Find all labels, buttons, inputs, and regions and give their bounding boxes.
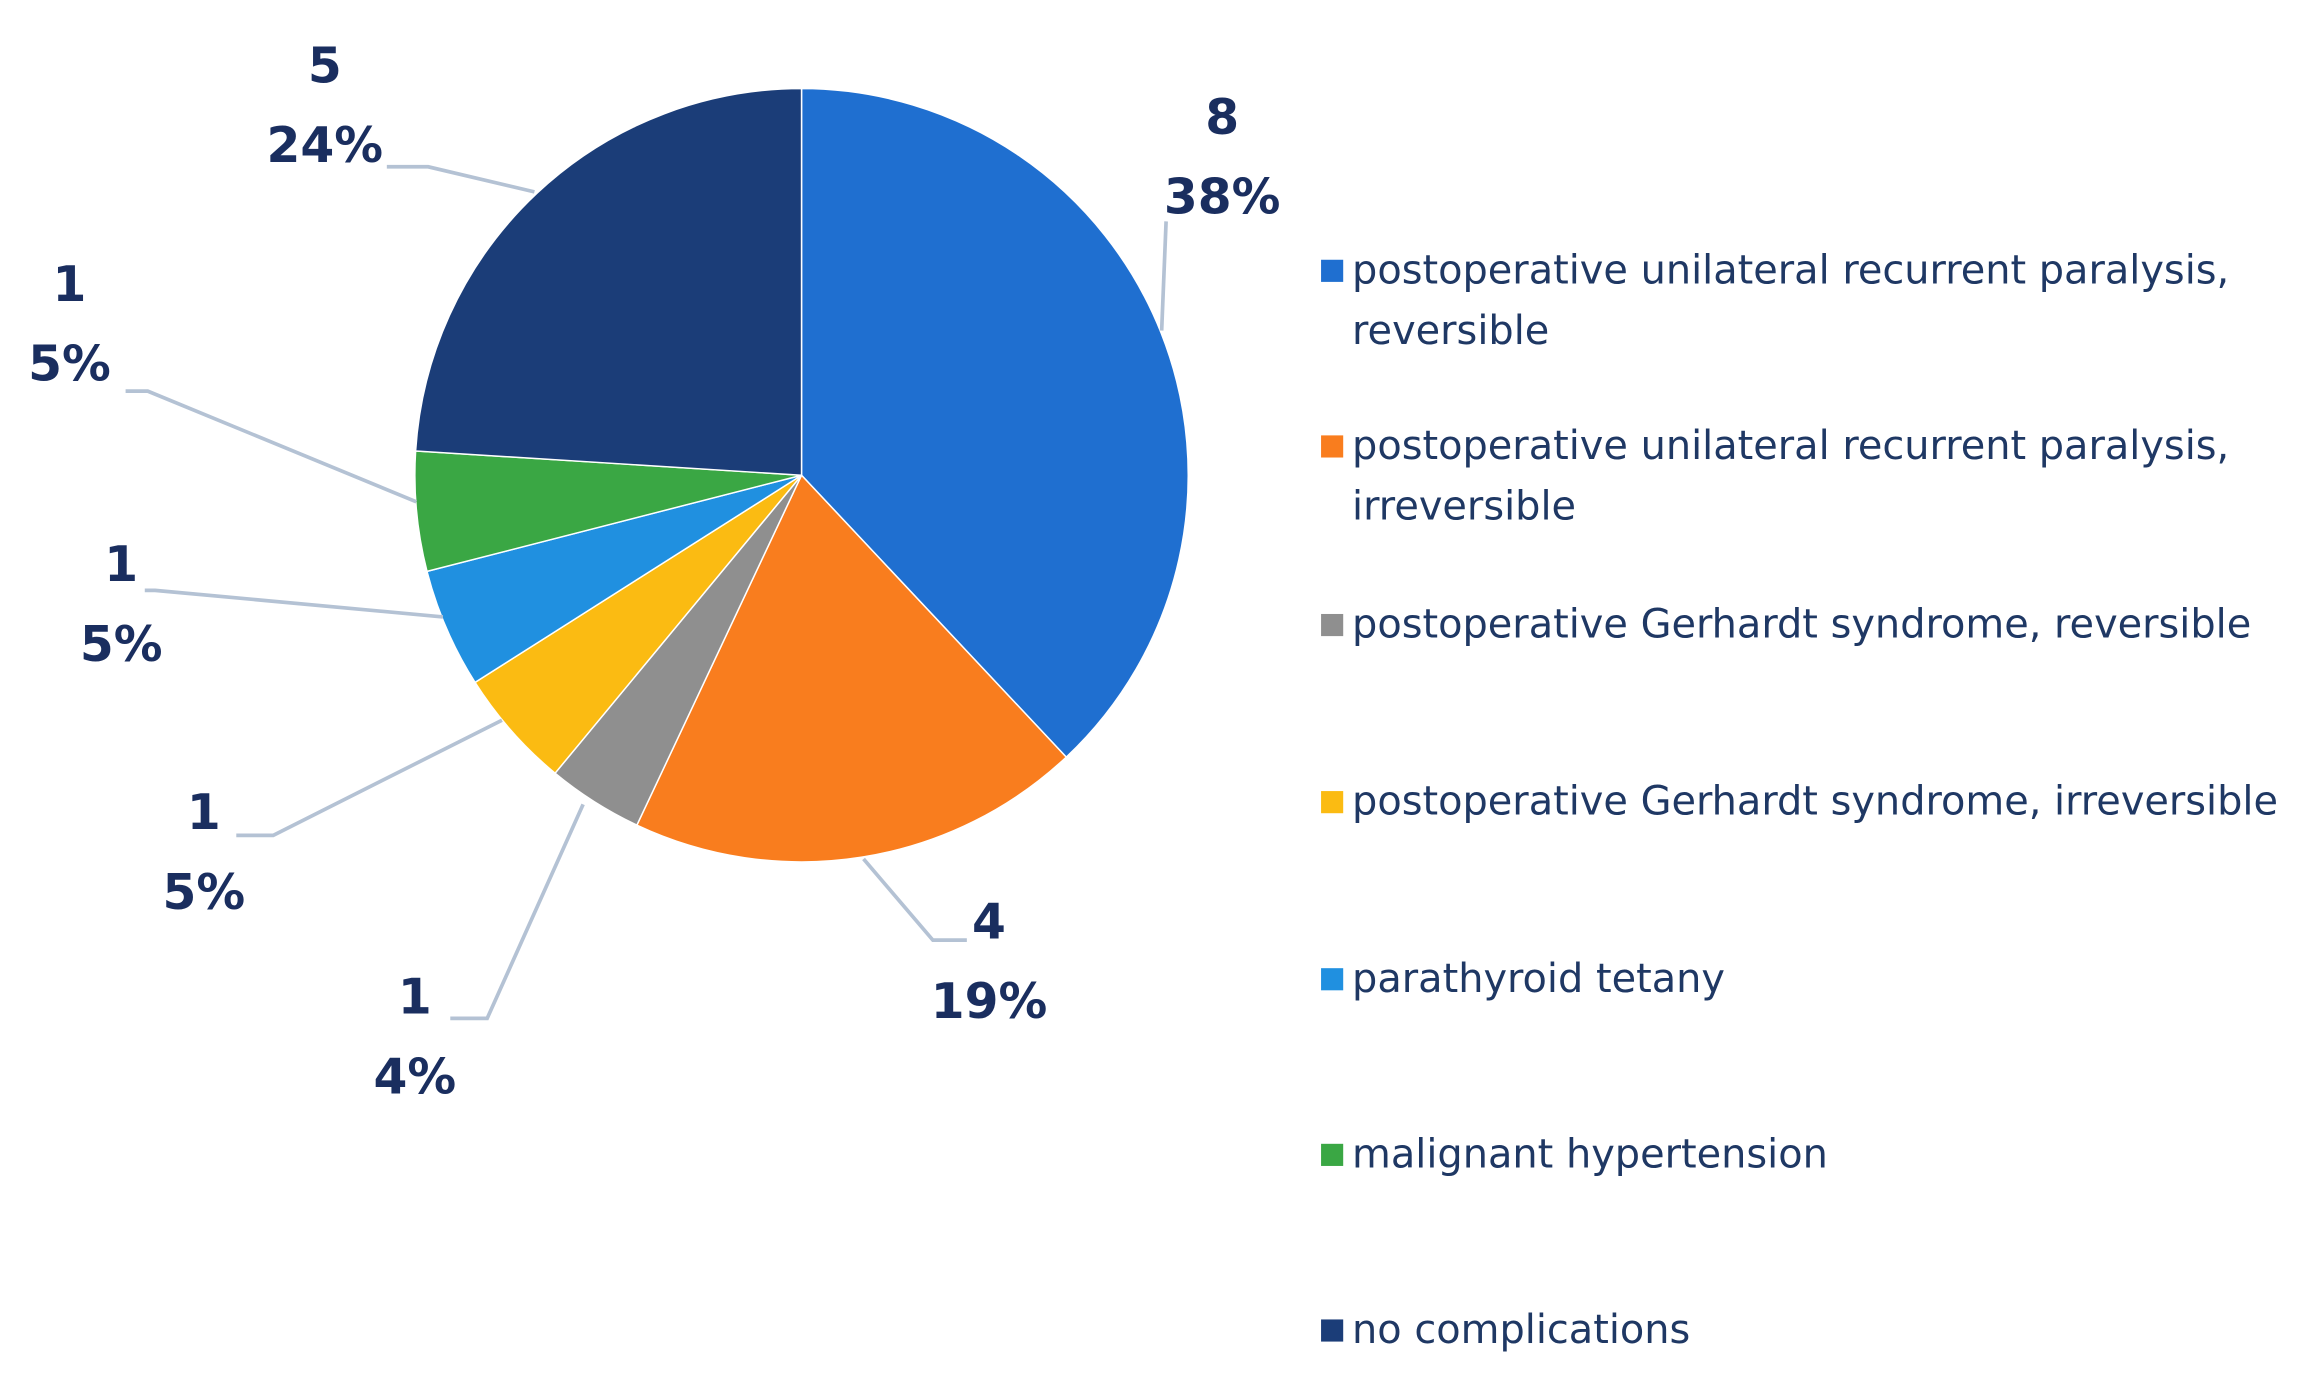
legend-item: postoperative Gerhardt syndrome, reversi… <box>1352 602 2252 648</box>
legend-swatch <box>1321 1143 1344 1166</box>
count-label: 4 <box>972 894 1006 950</box>
legend-swatch <box>1321 435 1344 458</box>
legend-label: postoperative Gerhardt syndrome, reversi… <box>1352 602 2252 648</box>
count-label: 1 <box>53 257 87 313</box>
count-label: 5 <box>308 38 342 94</box>
legend-label: postoperative unilateral recurrent paral… <box>1352 247 2230 355</box>
legend-swatch <box>1321 791 1344 814</box>
percent-label: 38% <box>1164 170 1281 226</box>
legend-label: postoperative Gerhardt syndrome, irrever… <box>1352 779 2279 826</box>
pie-slice <box>635 473 1068 863</box>
legend-swatch <box>1321 259 1344 282</box>
legend-swatch <box>1321 968 1344 991</box>
pie-slice <box>800 87 1189 759</box>
leader-line <box>125 389 418 504</box>
leader-line <box>236 718 503 838</box>
legend-item: postoperative unilateral recurrent paral… <box>1352 423 2230 530</box>
legend-item: parathyroid tetany <box>1352 956 1725 1003</box>
count-label: 1 <box>104 537 138 593</box>
legend-label: parathyroid tetany <box>1352 956 1725 1003</box>
leader-line <box>386 164 535 194</box>
legend-item: postoperative Gerhardt syndrome, irrever… <box>1352 779 2279 826</box>
count-label: 8 <box>1205 90 1239 146</box>
percent-label: 24% <box>267 118 384 174</box>
percent-label: 19% <box>931 974 1048 1030</box>
percent-label: 5% <box>80 617 163 673</box>
legend-item: malignant hypertension <box>1352 1132 1828 1178</box>
legend-swatch <box>1321 613 1344 637</box>
legend-swatch <box>1321 1319 1344 1342</box>
count-label: 1 <box>398 970 432 1026</box>
legend-item: postoperative unilateral recurrent paral… <box>1352 247 2230 355</box>
percent-label: 5% <box>28 336 111 392</box>
leader-line <box>144 588 444 619</box>
count-label: 1 <box>187 785 221 841</box>
percent-label: 5% <box>162 865 245 921</box>
leader-line <box>1159 221 1168 331</box>
leader-line <box>862 857 967 942</box>
leader-line <box>450 803 585 1021</box>
legend-item: no complications <box>1352 1307 1691 1354</box>
legend-label: postoperative unilateral recurrent paral… <box>1352 423 2230 530</box>
pie-slice <box>414 87 803 477</box>
legend-label: no complications <box>1352 1307 1691 1354</box>
legend-label: malignant hypertension <box>1352 1132 1828 1178</box>
percent-label: 4% <box>374 1049 457 1105</box>
